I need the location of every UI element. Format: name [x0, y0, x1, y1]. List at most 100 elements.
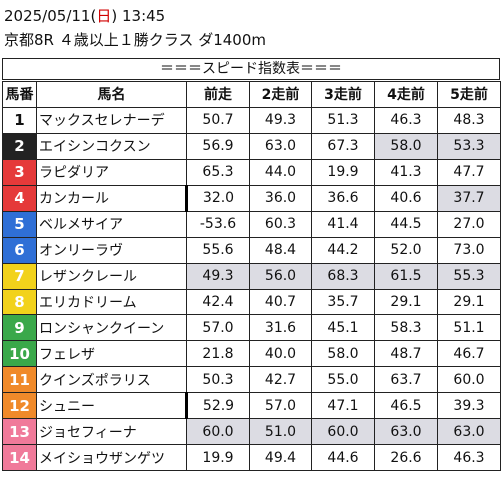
column-header-5: 4走前	[374, 81, 438, 108]
horse-number: 13	[2, 418, 37, 446]
speed-index-value: 44.2	[311, 236, 375, 264]
speed-index-value: 56.0	[249, 262, 312, 290]
speed-index-value: 44.5	[374, 210, 438, 238]
speed-index-value: 27.0	[437, 210, 501, 238]
speed-index-value: 51.0	[249, 418, 312, 446]
table-row: 10 フェレザ 21.8 40.0 58.0 48.7 46.7	[2, 340, 501, 368]
race-date: 2025/05/11	[4, 7, 91, 25]
speed-index-value: 51.3	[311, 106, 375, 134]
horse-name: エリカドリーム	[36, 288, 187, 316]
speed-index-value: 46.5	[374, 392, 438, 420]
speed-index-value: 40.7	[249, 288, 312, 316]
speed-index-value: 57.0	[249, 392, 312, 420]
speed-index-value: 42.7	[249, 366, 312, 394]
speed-index-value: 63.0	[249, 132, 312, 160]
horse-name: ジョセフィーナ	[36, 418, 187, 446]
horse-number: 11	[2, 366, 37, 394]
column-header-6: 5走前	[437, 81, 501, 108]
column-header-4: 3走前	[311, 81, 375, 108]
speed-index-value: 52.9	[185, 392, 250, 420]
speed-index-value: 73.0	[437, 236, 501, 264]
horse-number: 2	[2, 132, 37, 160]
horse-name: エイシンコクスン	[36, 132, 187, 160]
speed-index-value: 60.0	[437, 366, 501, 394]
speed-index-value: 36.6	[311, 184, 375, 212]
speed-index-value: 48.3	[437, 106, 501, 134]
column-header-2: 前走	[186, 81, 250, 108]
speed-index-value: 51.1	[437, 314, 501, 342]
speed-index-value: 63.0	[374, 418, 438, 446]
horse-number: 9	[2, 314, 37, 342]
horse-name: レザンクレール	[36, 262, 187, 290]
table-row: 5 ベルメサイア -53.6 60.3 41.4 44.5 27.0	[2, 210, 501, 238]
speed-index-value: 55.3	[437, 262, 501, 290]
horse-name: シュニー	[36, 392, 187, 420]
column-header-3: 2走前	[249, 81, 312, 108]
speed-index-value: 50.3	[186, 366, 250, 394]
horse-name: フェレザ	[36, 340, 187, 368]
table-row: 7 レザンクレール 49.3 56.0 68.3 61.5 55.3	[2, 262, 501, 290]
speed-index-value: 39.3	[437, 392, 501, 420]
speed-index-value: 40.0	[249, 340, 312, 368]
speed-index-value: 44.0	[249, 158, 312, 186]
table-row: 6 オンリーラヴ 55.6 48.4 44.2 52.0 73.0	[2, 236, 501, 264]
race-time: 13:45	[121, 7, 166, 25]
speed-index-value: 29.1	[374, 288, 438, 316]
speed-index-value: 41.4	[311, 210, 375, 238]
horse-name: メイショウザンゲツ	[36, 444, 187, 472]
speed-index-value: 60.0	[186, 418, 250, 446]
speed-index-value: 46.3	[374, 106, 438, 134]
table-row: 1 マックスセレナーデ 50.7 49.3 51.3 46.3 48.3	[2, 106, 501, 134]
speed-index-value: 46.3	[437, 444, 501, 472]
table-row: 8 エリカドリーム 42.4 40.7 35.7 29.1 29.1	[2, 288, 501, 316]
table-row: 12 シュニー 52.9 57.0 47.1 46.5 39.3	[2, 392, 501, 420]
speed-index-value: 40.6	[374, 184, 438, 212]
speed-index-value: 48.4	[249, 236, 312, 264]
speed-index-value: 67.3	[311, 132, 375, 160]
column-header-0: 馬番	[2, 81, 37, 108]
speed-index-value: 46.7	[437, 340, 501, 368]
speed-index-value: 53.3	[437, 132, 501, 160]
speed-index-value: 65.3	[186, 158, 250, 186]
race-info: 京都8R ４歳以上１勝クラス ダ1400m	[4, 31, 266, 49]
horse-name: マックスセレナーデ	[36, 106, 187, 134]
horse-number: 3	[2, 158, 37, 186]
horse-number: 8	[2, 288, 37, 316]
speed-index-value: 56.9	[186, 132, 250, 160]
speed-index-value: 44.6	[311, 444, 375, 472]
speed-index-value: 60.3	[249, 210, 312, 238]
speed-index-value: 29.1	[437, 288, 501, 316]
speed-index-value: 19.9	[311, 158, 375, 186]
speed-index-value: 47.1	[311, 392, 375, 420]
table-row: 2 エイシンコクスン 56.9 63.0 67.3 58.0 53.3	[2, 132, 501, 160]
table-body: 1 マックスセレナーデ 50.7 49.3 51.3 46.3 48.3 2 エイシンコクスン 5…	[2, 106, 501, 472]
speed-index-value: 61.5	[374, 262, 438, 290]
horse-number: 10	[2, 340, 37, 368]
header-row: 馬番 馬名 前走 2走前 3走前 4走前 5走前	[2, 81, 501, 108]
speed-index-value: 32.0	[185, 184, 250, 212]
speed-index-value: 63.0	[437, 418, 501, 446]
race-weekday: 日	[96, 7, 112, 25]
speed-index-value: 58.0	[374, 132, 438, 160]
horse-number: 1	[2, 106, 37, 134]
horse-name: クインズポラリス	[36, 366, 187, 394]
table-row: 3 ラピダリア 65.3 44.0 19.9 41.3 47.7	[2, 158, 501, 186]
speed-index-value: 55.6	[186, 236, 250, 264]
speed-index-value: 48.7	[374, 340, 438, 368]
horse-number: 5	[2, 210, 37, 238]
horse-name: ラピダリア	[36, 158, 187, 186]
horse-number: 12	[2, 392, 37, 420]
speed-index-value: 45.1	[311, 314, 375, 342]
table-row: 13 ジョセフィーナ 60.0 51.0 60.0 63.0 63.0	[2, 418, 501, 446]
speed-index-value: 42.4	[186, 288, 250, 316]
speed-index-value: 31.6	[249, 314, 312, 342]
speed-index-value: -53.6	[186, 210, 250, 238]
speed-index-value: 58.0	[311, 340, 375, 368]
horse-name: オンリーラヴ	[36, 236, 187, 264]
speed-index-value: 49.3	[249, 106, 312, 134]
speed-index-value: 26.6	[374, 444, 438, 472]
horse-number: 4	[2, 184, 37, 212]
speed-index-value: 68.3	[311, 262, 375, 290]
horse-number: 7	[2, 262, 37, 290]
speed-index-value: 19.9	[186, 444, 250, 472]
